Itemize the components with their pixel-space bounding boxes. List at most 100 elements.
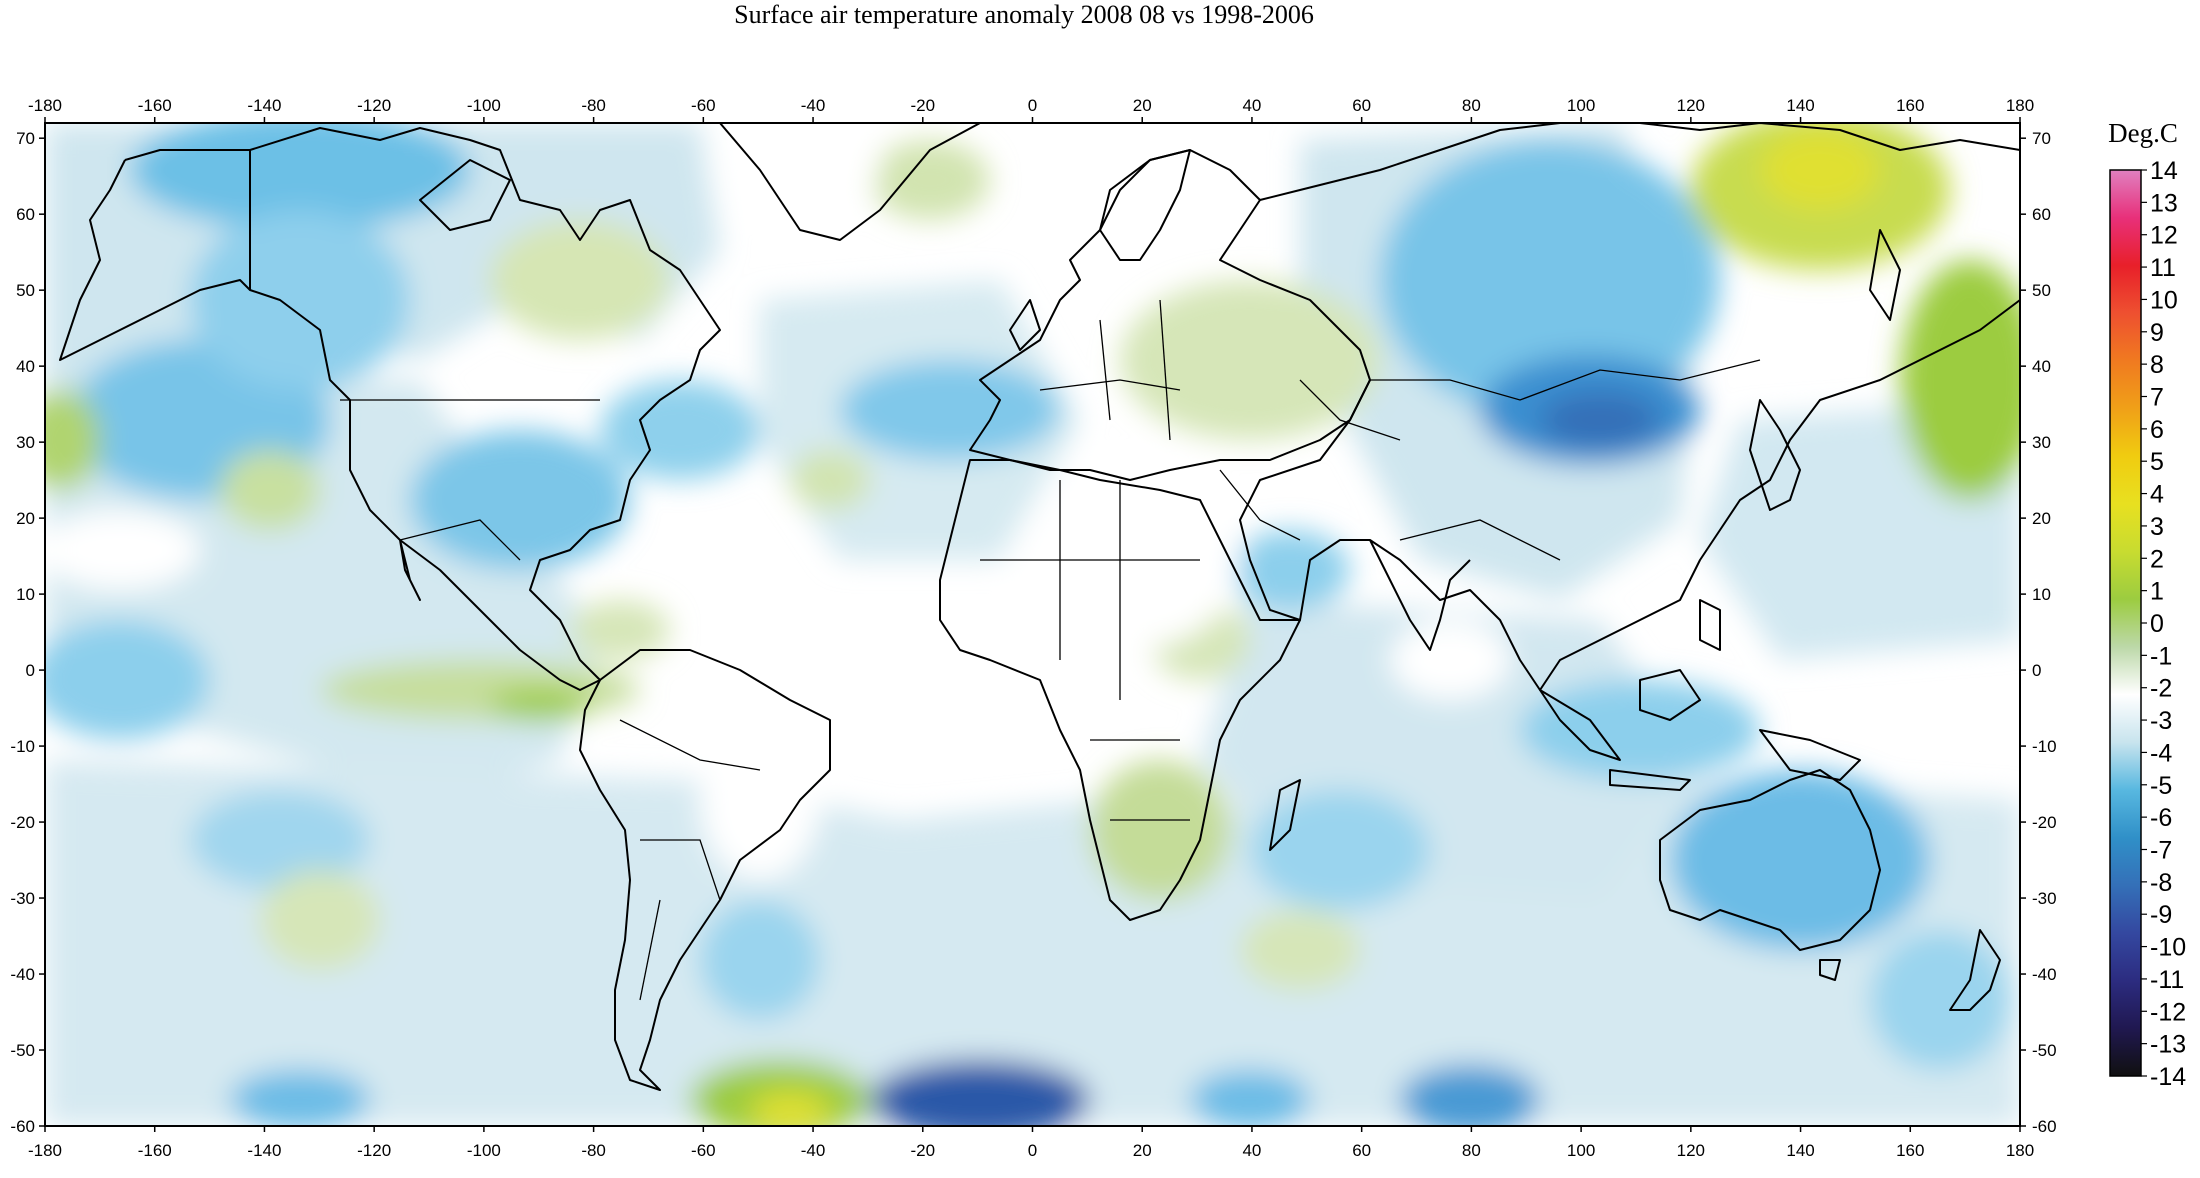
- anomaly-field: [45, 123, 2020, 1126]
- field-blue-southatl: [700, 900, 820, 1020]
- lon-tick-label-bottom: -20: [910, 1141, 935, 1160]
- lat-tick-label-right: -30: [2032, 889, 2057, 908]
- colorbar-tick-label: -6: [2150, 804, 2172, 832]
- lon-tick-label-bottom: 120: [1677, 1141, 1705, 1160]
- lon-tick-label-top: -80: [581, 96, 606, 115]
- lat-tick-label-right: 50: [2032, 281, 2051, 300]
- field-blue-ant3: [1190, 1070, 1310, 1126]
- field-blue-nwamer: [190, 210, 410, 390]
- lat-tick-label-right: -60: [2032, 1117, 2057, 1136]
- lon-tick-label-bottom: 0: [1028, 1141, 1037, 1160]
- field-blue-ant2: [1400, 1065, 1540, 1126]
- lon-tick-label-top: 120: [1677, 96, 1705, 115]
- lon-tick-label-top: -180: [28, 96, 62, 115]
- colorbar-tick-label: -8: [2150, 869, 2172, 897]
- lon-tick-label-top: -140: [247, 96, 281, 115]
- coastline-europe: [969, 149, 1371, 481]
- coastline-madagascar: [1269, 779, 1301, 851]
- colorbar-tick-label: 13: [2150, 189, 2178, 217]
- lat-tick-label-left: 40: [16, 357, 35, 376]
- field-green-satl-core: [750, 1092, 830, 1126]
- field-green-natl2: [790, 450, 870, 510]
- lat-tick-label-left: 10: [16, 585, 35, 604]
- field-blue-us: [410, 430, 630, 570]
- field-green-esiberia-core: [1760, 130, 1880, 210]
- field-green-kamchatka: [1900, 260, 2020, 500]
- field-blue-spac: [190, 790, 370, 890]
- field-green-caribbean: [570, 600, 670, 660]
- coastline-borneo: [1639, 669, 1701, 721]
- lon-tick-label-top: -20: [910, 96, 935, 115]
- lon-tick-label-top: 20: [1133, 96, 1152, 115]
- lon-tick-label-top: 60: [1352, 96, 1371, 115]
- coastline-australia: [1659, 769, 1881, 951]
- field-white-pac: [45, 510, 200, 590]
- lon-tick-label-top: 140: [1786, 96, 1814, 115]
- colorbar-tick-label: 9: [2150, 319, 2164, 347]
- lat-tick-label-left: -50: [10, 1041, 35, 1060]
- colorbar-tick-label: -1: [2150, 642, 2172, 670]
- lat-tick-label-left: 20: [16, 509, 35, 528]
- colorbar-tick-label: 2: [2150, 545, 2164, 573]
- field-blue-sindian: [1250, 790, 1430, 910]
- lat-tick-label-right: 40: [2032, 357, 2051, 376]
- colorbar-tick-label: -7: [2150, 837, 2172, 865]
- lon-tick-label-bottom: -120: [357, 1141, 391, 1160]
- colorbar-tick-label: -12: [2150, 998, 2186, 1026]
- colorbar-tick-label: 8: [2150, 351, 2164, 379]
- coastline-alaska: [59, 159, 251, 361]
- coastline-north-america: [124, 127, 721, 691]
- field-white-greenland: [720, 130, 880, 210]
- colorbar-tick-label: -9: [2150, 901, 2172, 929]
- field-green-tpac: [320, 660, 640, 720]
- lon-tick-label-bottom: 80: [1462, 1141, 1481, 1160]
- lon-tick-label-top: -100: [467, 96, 501, 115]
- coastline-philippines: [1699, 599, 1721, 651]
- lat-tick-label-right: 20: [2032, 509, 2051, 528]
- colorbar-tick-label: -4: [2150, 739, 2172, 767]
- lat-tick-label-left: -10: [10, 737, 35, 756]
- lon-tick-label-top: -160: [138, 96, 172, 115]
- field-green-sio: [1240, 910, 1360, 990]
- lat-tick-label-left: 70: [16, 129, 35, 148]
- field-white-atl: [700, 720, 820, 880]
- lat-tick-label-right: 30: [2032, 433, 2051, 452]
- field-green-nwatl: [870, 140, 990, 220]
- colorbar-tick-label: -14: [2150, 1063, 2186, 1091]
- lon-tick-label-top: -40: [801, 96, 826, 115]
- lon-tick-label-bottom: 140: [1786, 1141, 1814, 1160]
- coastline-india: [1369, 539, 1471, 651]
- colorbar: Deg.C 14131211109876543210-1-2-3-4-5-6-7…: [2108, 118, 2186, 1091]
- lon-tick-label-top: 100: [1567, 96, 1595, 115]
- field-green-tpac-core: [490, 689, 590, 721]
- coastline-canada-arctic: [419, 159, 511, 231]
- colorbar-tick-label: -10: [2150, 934, 2186, 962]
- lon-tick-label-bottom: 60: [1352, 1141, 1371, 1160]
- lon-tick-label-bottom: -40: [801, 1141, 826, 1160]
- coastline-baja: [399, 539, 421, 601]
- field-green-canada: [490, 220, 670, 340]
- lat-tick-label-left: 30: [16, 433, 35, 452]
- lon-tick-label-bottom: 100: [1567, 1141, 1595, 1160]
- coastline-new-zealand: [1949, 929, 2001, 1011]
- lat-tick-label-left: -40: [10, 965, 35, 984]
- border-europe-2: [1099, 319, 1111, 421]
- field-blue-epac: [45, 620, 210, 740]
- border-europe-3: [1159, 299, 1171, 441]
- coastlines: [59, 123, 2020, 1091]
- coastline-africa: [939, 459, 1301, 921]
- field-blue-australia: [1670, 770, 1930, 950]
- border-russia-china: [1370, 359, 1761, 401]
- border-us-mexico: [399, 519, 521, 561]
- lon-tick-label-bottom: 180: [2006, 1141, 2034, 1160]
- lon-tick-label-bottom: 40: [1242, 1141, 1261, 1160]
- colorbar-tick-label: 12: [2150, 222, 2178, 250]
- colorbar-tick-label: -3: [2150, 707, 2172, 735]
- lon-tick-label-top: 0: [1028, 96, 1037, 115]
- lon-tick-label-bottom: 20: [1133, 1141, 1152, 1160]
- lon-tick-label-bottom: -80: [581, 1141, 606, 1160]
- field-green-europe: [1120, 280, 1380, 440]
- map-title: Surface air temperature anomaly 2008 08 …: [734, 0, 1314, 29]
- field-blue-indonesia: [1520, 680, 1760, 780]
